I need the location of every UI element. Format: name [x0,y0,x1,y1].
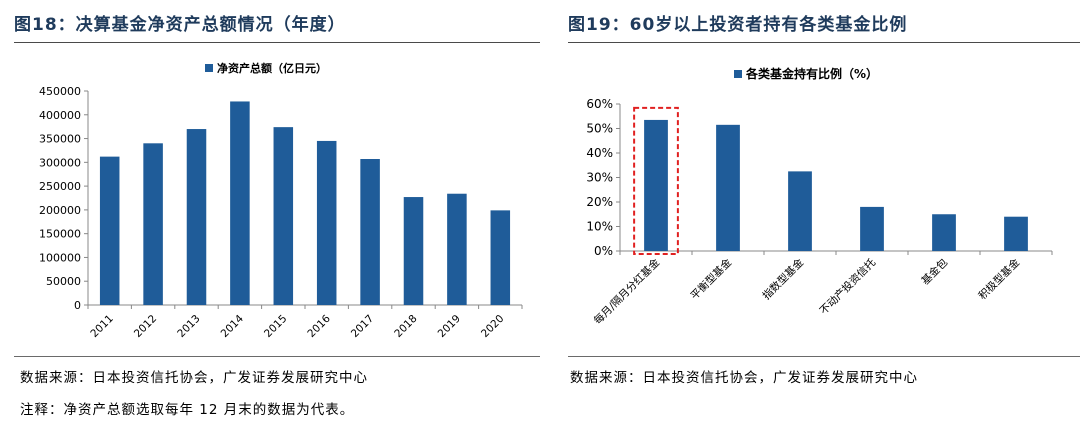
bar [316,140,337,305]
legend-label: 各类基金持有比例（%） [745,66,878,81]
y-tick-label: 150000 [39,228,81,241]
net-assets-bar-chart: 净资产总额（亿日元） 0 50000 100000 150000 200000 250000… [39,61,523,340]
fund-share-bar-chart: 各类基金持有比例（%） 0% 10% 20% 30% 40% 50% 60% 每月/隔月分红基金… [586,66,1053,327]
y-tick-label: 0% [594,244,613,258]
y-tick-label: 50000 [46,275,81,288]
bar [932,214,956,251]
bar [360,159,380,305]
x-category-label: 2018 [392,313,419,340]
y-tick-label: 300000 [39,156,81,169]
x-category-label: 2012 [132,313,159,340]
y-tick-label: 20% [586,195,613,209]
x-category-label: 指数型基金 [760,256,807,303]
footer-rule [568,356,1080,357]
bar [860,206,884,251]
y-tick-label: 250000 [39,180,81,193]
y-tick-label: 450000 [39,85,81,98]
y-tick-label: 40% [586,146,613,160]
x-category-label: 2017 [349,313,376,340]
bar [644,119,668,251]
bar [143,143,163,305]
bar [186,129,207,305]
bar [447,193,467,305]
data-source: 数据来源：日本投资信托协会，广发证券发展研究中心 [20,370,368,386]
title-rule [14,42,540,43]
y-tick-label: 200000 [39,204,81,217]
y-tick-label: 100000 [39,251,81,264]
bar [273,127,294,306]
x-category-label: 2019 [436,313,463,340]
x-category-label: 平衡型基金 [688,256,735,303]
bar [716,124,740,251]
y-tick-label: 400000 [39,109,81,122]
bar [788,171,812,251]
bar [403,197,424,305]
highlight-box [633,106,679,255]
legend-swatch [734,70,742,78]
bar [99,156,120,305]
figure-title: 图19：60岁以上投资者持有各类基金比例 [568,15,908,35]
x-category-label: 2013 [175,313,202,340]
y-tick-label: 50% [586,122,613,136]
y-tick-label: 350000 [39,133,81,146]
legend-swatch [205,64,213,72]
figure-title: 图18：决算基金净资产总额情况（年度） [14,15,346,35]
bar [1004,216,1028,251]
x-category-label: 2011 [88,313,115,340]
x-category-label: 每月/隔月分红基金 [591,256,662,327]
x-category-label: 积极型基金 [976,256,1023,303]
y-tick-label: 10% [586,220,613,234]
y-tick-label: 30% [586,171,613,185]
bar [230,101,250,305]
y-tick-label: 60% [586,97,613,111]
footer-rule [14,356,540,357]
footnote: 注释：净资产总额选取每年 12 月末的数据为代表。 [20,402,355,418]
x-category-label: 2020 [479,313,506,340]
x-category-label: 基金包 [919,256,951,288]
panel-fig18: 图18：决算基金净资产总额情况（年度） 净资产总额（亿日元） 0 50000 1000… [14,15,540,418]
x-category-label: 2015 [262,313,289,340]
x-category-label: 2016 [305,312,333,340]
panel-fig19: 图19：60岁以上投资者持有各类基金比例 各类基金持有比例（%） 0% 10% 20%… [568,0,1080,434]
data-source: 数据来源：日本投资信托协会，广发证券发展研究中心 [570,370,918,386]
x-category-label: 不动产投资信托 [817,256,879,318]
y-tick-label: 0 [74,299,81,312]
bar [490,210,511,305]
legend-label: 净资产总额（亿日元） [217,61,327,75]
x-category-label: 2014 [219,312,247,340]
title-rule [568,42,1080,43]
